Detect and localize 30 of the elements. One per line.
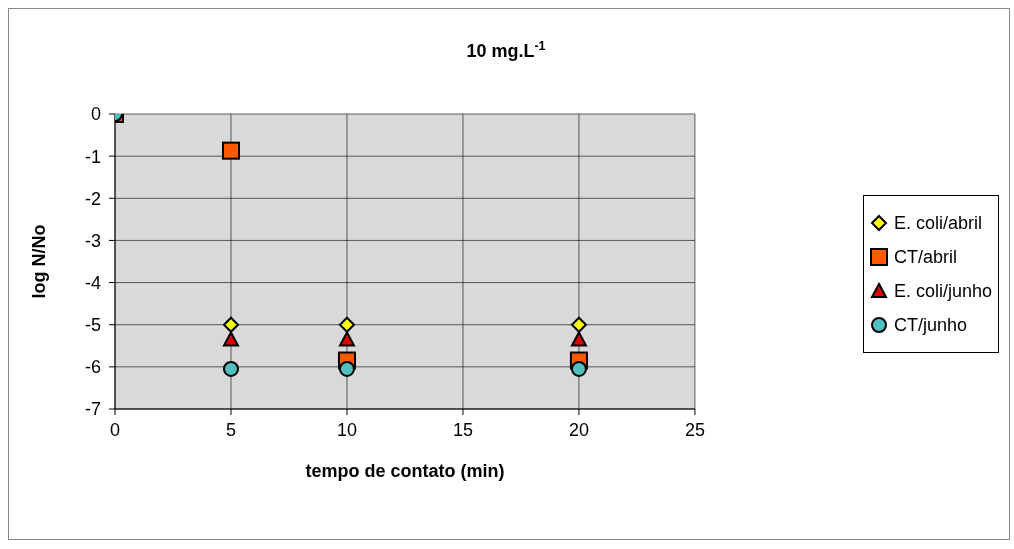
point [222,316,239,333]
point [338,331,355,347]
chart-title: 10 mg.L$^{-1}$ [466,39,546,61]
point [570,331,587,347]
x-tick-label: 25 [684,419,705,440]
y-tick-label: -3 [84,230,101,251]
point [570,360,587,377]
point [222,331,239,347]
legend-label: E. coli/junho [893,280,992,303]
y-axis-title: log N/No [29,224,50,299]
x-axis-title: tempo de contato (min) [305,461,505,481]
point [222,360,239,377]
legend-label: E. coli/abril [893,212,982,235]
x-tick-label: 0 [109,419,121,440]
x-tick-label: 5 [225,419,236,440]
x-tick-label: 20 [568,419,589,440]
y-tick-label: -6 [84,357,101,378]
y-tick-label: -4 [84,272,101,293]
legend-label: CT/abril [893,246,957,269]
y-tick-label: -1 [84,146,101,167]
x-tick-label: 10 [336,419,357,440]
point [338,316,355,333]
y-tick-label: 0 [90,104,101,125]
point [570,316,587,333]
y-tick-label: -5 [84,315,101,336]
y-tick-label: -2 [84,188,101,209]
point [338,360,355,377]
legend-label: CT/junho [893,314,967,337]
x-tick-label: 15 [452,419,473,440]
y-tick-label: -7 [84,399,101,420]
